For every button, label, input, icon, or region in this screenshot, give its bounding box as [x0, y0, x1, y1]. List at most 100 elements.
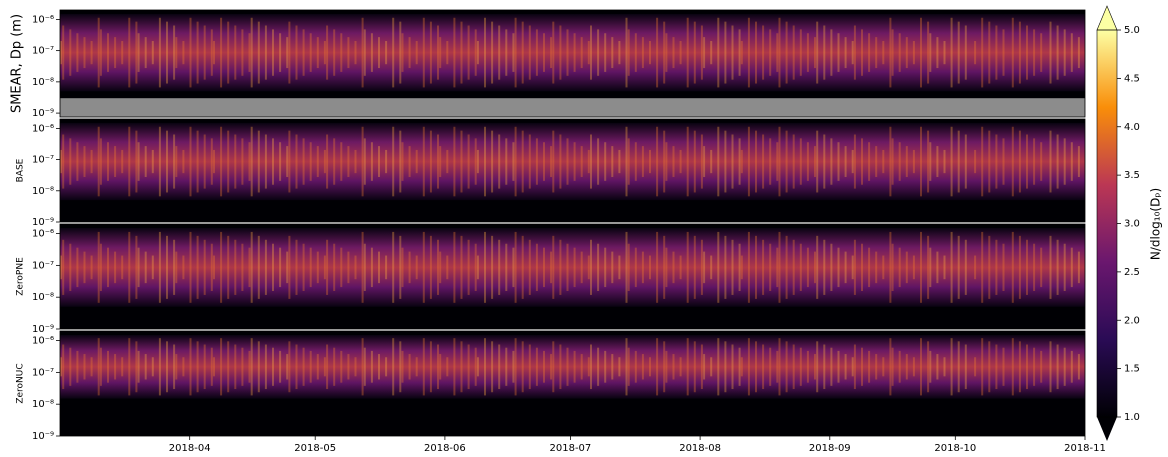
density-streak [363, 347, 366, 386]
density-streak [604, 247, 607, 288]
density-streak [326, 134, 329, 189]
density-streak [213, 357, 215, 377]
density-streak [611, 251, 614, 284]
density-streak [288, 341, 291, 393]
y-axis-label: ZeroPNE [16, 257, 26, 296]
density-streak [889, 17, 892, 88]
density-streak [740, 40, 743, 65]
density-streak [830, 138, 833, 185]
density-streak [173, 239, 176, 295]
density-streak [929, 142, 932, 181]
density-streak [580, 37, 583, 69]
density-streak [861, 29, 863, 76]
density-streak [392, 338, 395, 396]
density-streak [891, 347, 894, 386]
density-streak [460, 341, 463, 393]
density-streak [755, 130, 757, 193]
density-streak [799, 243, 802, 292]
density-streak [604, 350, 607, 383]
density-streak [1011, 126, 1014, 197]
density-streak [1077, 37, 1080, 69]
density-streak [151, 255, 154, 280]
density-streak [203, 344, 206, 390]
density-streak [491, 21, 494, 84]
density-streak [189, 231, 192, 303]
density-streak [573, 142, 576, 181]
density-streak [535, 243, 538, 292]
density-streak [853, 344, 856, 390]
density-streak [347, 146, 350, 178]
density-streak [868, 142, 871, 181]
density-streak [814, 146, 816, 178]
x-tick-label: 2018-05 [294, 443, 336, 454]
density-streak [1040, 142, 1043, 181]
colorbar-tick-label: 2.5 [1124, 267, 1140, 278]
density-streak [543, 142, 545, 181]
density-streak [665, 142, 668, 181]
density-streak [401, 33, 404, 72]
density-streak [882, 357, 885, 377]
density-streak [740, 149, 743, 174]
density-streak [220, 126, 223, 197]
density-streak [799, 138, 802, 185]
density-streak [439, 37, 442, 69]
density-streak [279, 247, 282, 288]
density-streak [286, 37, 289, 69]
density-streak [114, 37, 117, 69]
density-streak [467, 25, 470, 80]
density-streak [823, 25, 826, 80]
density-streak [1033, 243, 1036, 292]
density-streak [703, 354, 706, 380]
density-streak [97, 231, 100, 303]
density-streak [69, 29, 72, 76]
density-streak [559, 134, 562, 189]
density-streak [392, 17, 395, 88]
y-axis-label: SMEAR, Dp (m) [10, 14, 25, 113]
density-streak [415, 255, 418, 280]
density-streak [912, 357, 915, 377]
density-streak [429, 341, 432, 393]
density-streak [316, 251, 319, 284]
y-tick-label: 10⁻⁸ [32, 292, 54, 303]
density-streak [213, 40, 215, 65]
density-streak [514, 126, 517, 197]
density-streak [762, 25, 765, 80]
density-streak [189, 338, 192, 396]
density-streak [107, 247, 109, 288]
density-streak [844, 146, 847, 178]
density-streak [550, 354, 553, 380]
density-streak [415, 40, 418, 65]
density-streak [1040, 33, 1043, 72]
density-streak [62, 134, 65, 189]
density-streak [467, 344, 470, 390]
panel-frame [59, 223, 1086, 330]
density-streak [580, 146, 583, 178]
density-streak [618, 255, 621, 280]
density-streak [776, 142, 779, 181]
density-streak [1070, 33, 1073, 72]
density-streak [1056, 344, 1059, 390]
density-streak [769, 138, 772, 185]
density-streak [137, 142, 140, 181]
density-streak [663, 235, 666, 299]
density-streak [521, 21, 524, 84]
density-streak [295, 25, 298, 80]
density-streak [920, 338, 922, 396]
density-streak [210, 243, 213, 292]
density-streak [1018, 130, 1021, 193]
density-streak [792, 25, 795, 80]
density-streak [762, 344, 765, 390]
density-streak [898, 142, 901, 181]
density-streak [1063, 347, 1066, 386]
density-streak [401, 350, 404, 383]
density-streak [250, 338, 253, 396]
density-streak [1011, 17, 1014, 88]
density-streak [627, 347, 630, 386]
density-streak [76, 142, 79, 181]
density-streak [354, 149, 357, 174]
density-streak [361, 126, 364, 197]
density-streak [399, 130, 402, 193]
density-streak [649, 40, 651, 65]
x-tick-label: 2018-10 [934, 443, 976, 454]
density-streak [573, 247, 576, 288]
